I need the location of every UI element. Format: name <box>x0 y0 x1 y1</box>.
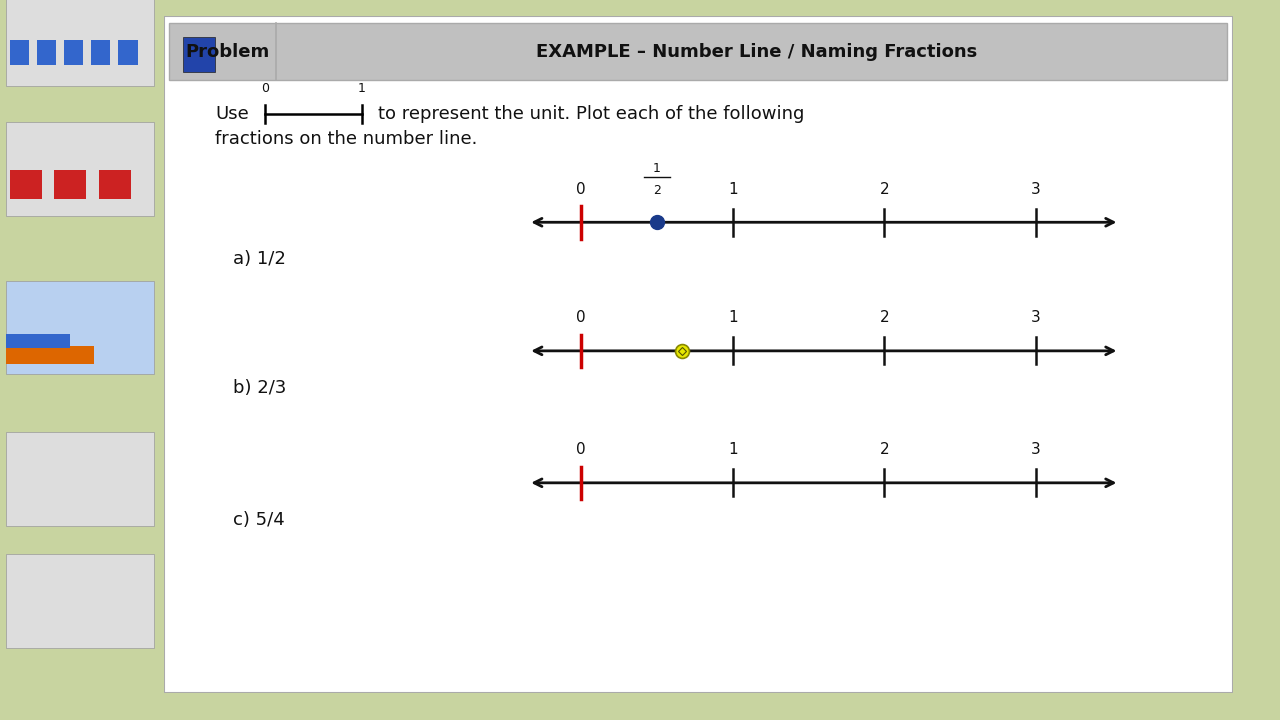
Text: 2: 2 <box>879 442 890 457</box>
FancyBboxPatch shape <box>10 40 28 65</box>
Text: 0: 0 <box>261 82 269 95</box>
Text: 3: 3 <box>1032 181 1041 197</box>
FancyBboxPatch shape <box>37 40 56 65</box>
FancyBboxPatch shape <box>6 122 154 216</box>
Text: Problem: Problem <box>186 42 270 60</box>
Text: 1: 1 <box>728 181 737 197</box>
Text: Use: Use <box>215 105 248 123</box>
Text: 1: 1 <box>653 162 660 175</box>
FancyBboxPatch shape <box>6 0 154 86</box>
Text: 1: 1 <box>728 442 737 457</box>
Text: c) 5/4: c) 5/4 <box>233 511 285 529</box>
Text: 3: 3 <box>1032 442 1041 457</box>
Text: 0: 0 <box>576 442 586 457</box>
Text: 2: 2 <box>879 181 890 197</box>
FancyBboxPatch shape <box>119 40 138 65</box>
Text: EXAMPLE – Number Line / Naming Fractions: EXAMPLE – Number Line / Naming Fractions <box>536 42 978 60</box>
Text: b) 2/3: b) 2/3 <box>233 379 287 397</box>
FancyBboxPatch shape <box>55 170 87 199</box>
FancyBboxPatch shape <box>6 346 95 364</box>
Text: 1: 1 <box>728 310 737 325</box>
FancyBboxPatch shape <box>6 554 154 648</box>
Text: to represent the unit. Plot each of the following: to represent the unit. Plot each of the … <box>378 105 804 123</box>
FancyBboxPatch shape <box>169 22 1228 80</box>
Text: fractions on the number line.: fractions on the number line. <box>215 130 477 148</box>
FancyBboxPatch shape <box>10 170 41 199</box>
Text: 0: 0 <box>576 310 586 325</box>
FancyBboxPatch shape <box>91 40 110 65</box>
FancyBboxPatch shape <box>6 432 154 526</box>
Text: 3: 3 <box>1032 310 1041 325</box>
Text: 2: 2 <box>653 184 660 197</box>
Text: 2: 2 <box>879 310 890 325</box>
Text: a) 1/2: a) 1/2 <box>233 251 287 269</box>
FancyBboxPatch shape <box>64 40 83 65</box>
Text: 0: 0 <box>576 181 586 197</box>
FancyBboxPatch shape <box>183 37 215 72</box>
FancyBboxPatch shape <box>6 334 70 348</box>
FancyBboxPatch shape <box>164 16 1233 693</box>
FancyBboxPatch shape <box>100 170 132 199</box>
FancyBboxPatch shape <box>6 281 154 374</box>
Text: 1: 1 <box>357 82 366 95</box>
